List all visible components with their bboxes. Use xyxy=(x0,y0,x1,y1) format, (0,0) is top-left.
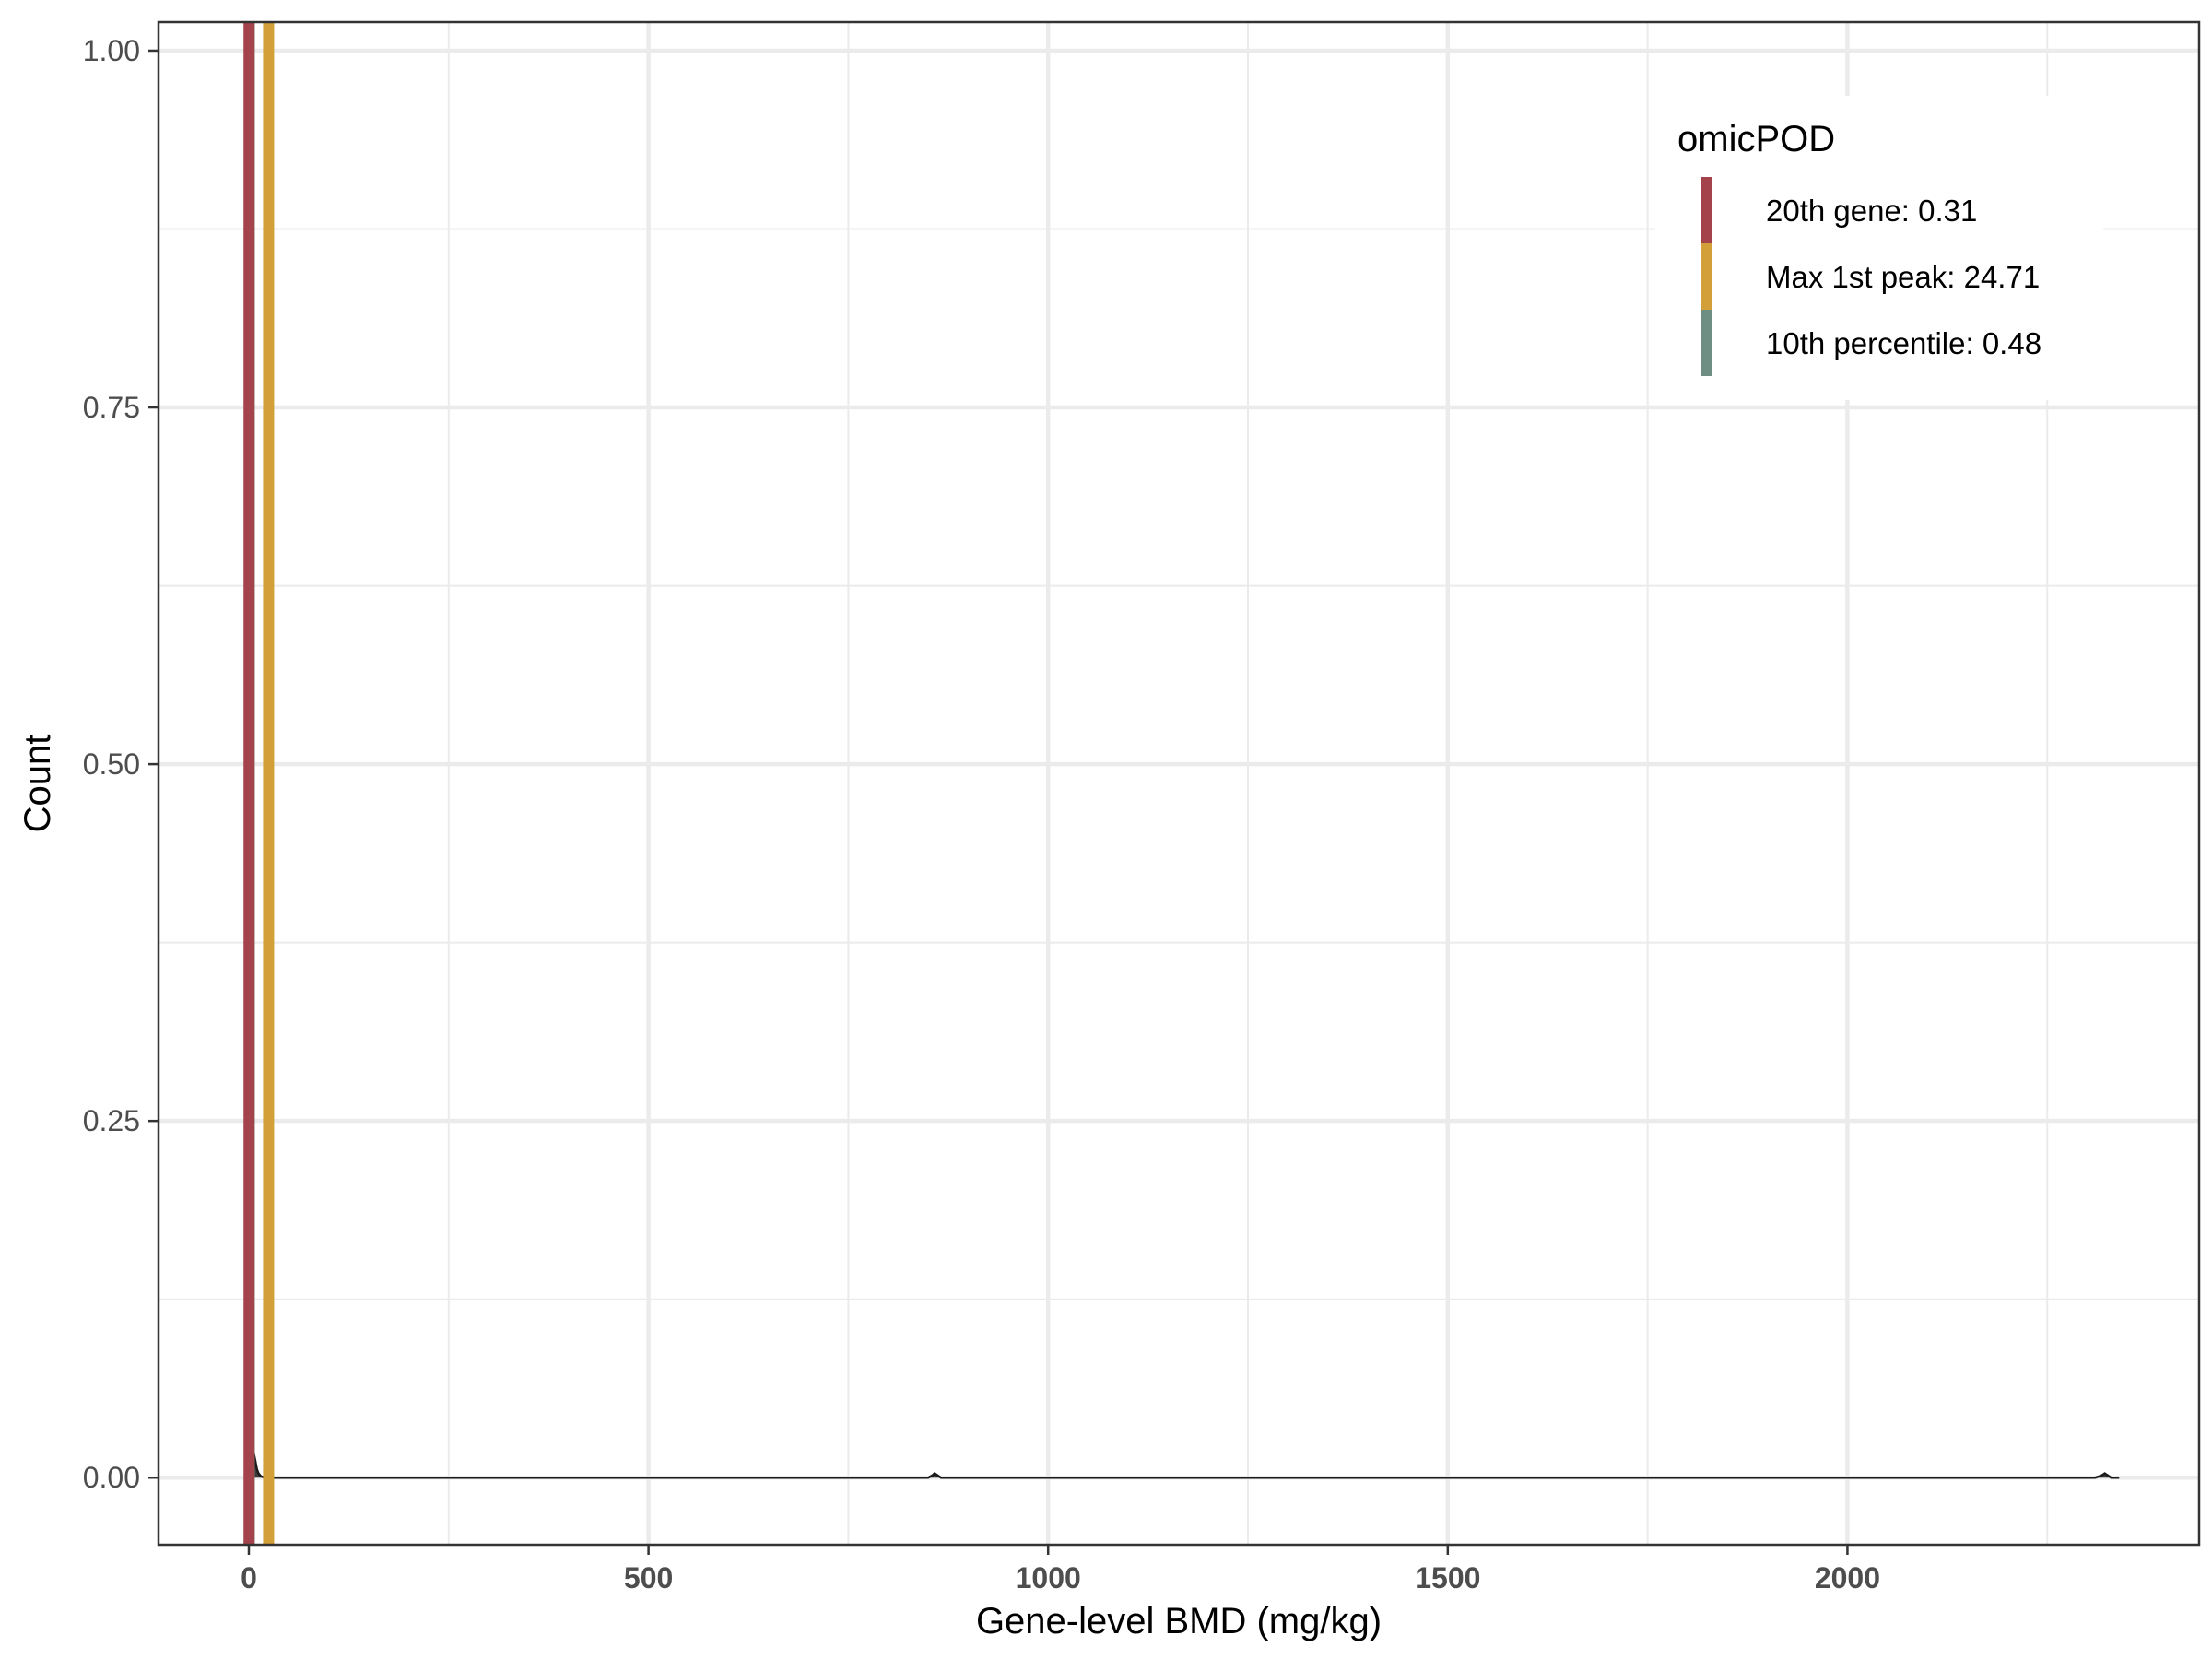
legend-label: Max 1st peak: 24.71 xyxy=(1766,260,2040,294)
legend-items: 20th gene: 0.31 Max 1st peak: 24.71 10th p… xyxy=(1701,177,2041,376)
legend-background xyxy=(1655,96,2103,400)
panel-border xyxy=(157,20,2201,1547)
data-layer xyxy=(247,1427,2120,1479)
y-tick-label: 0.00 xyxy=(83,1461,140,1494)
reference-lines xyxy=(243,22,275,1545)
x-tick-label: 2000 xyxy=(1815,1561,1880,1594)
legend-label: 20th gene: 0.31 xyxy=(1766,194,1977,228)
y-tick-label: 0.50 xyxy=(83,747,140,781)
axes: 0 500 1000 1500 2000 0.00 0.25 0.50 0.75 1.00 xyxy=(83,34,1880,1594)
x-tick-label: 1500 xyxy=(1415,1561,1480,1594)
x-tick-label: 1000 xyxy=(1016,1561,1081,1594)
legend-label: 10th percentile: 0.48 xyxy=(1766,326,2041,360)
x-tick-label: 500 xyxy=(624,1561,673,1594)
density-curve xyxy=(247,1427,2120,1479)
legend: omicPOD 20th gene: 0.31 Max 1st peak: 24.… xyxy=(1655,96,2103,400)
x-axis-title: Gene-level BMD (mg/kg) xyxy=(976,1601,1382,1641)
legend-title: omicPOD xyxy=(1677,119,1835,159)
y-tick-label: 1.00 xyxy=(83,34,140,67)
y-tick-label: 0.75 xyxy=(83,391,140,424)
x-tick-label: 0 xyxy=(241,1561,257,1594)
y-axis-title: Count xyxy=(18,735,58,833)
y-tick-label: 0.25 xyxy=(83,1104,140,1137)
